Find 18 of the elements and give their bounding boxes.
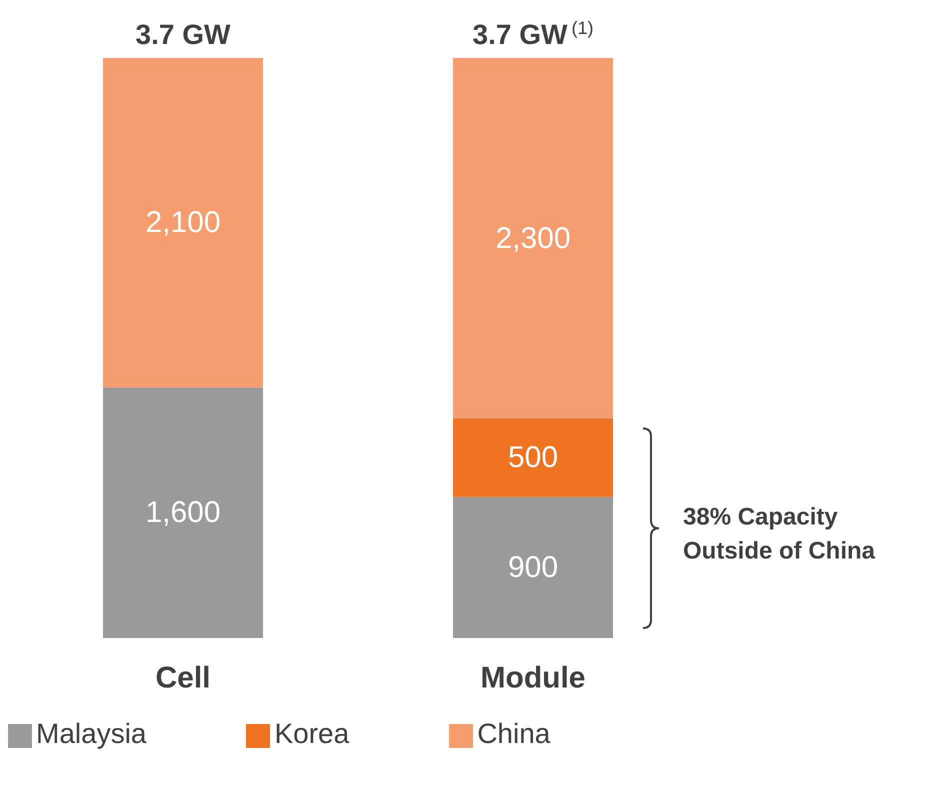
data-label: 900 xyxy=(508,550,558,584)
x-tick-label: Module xyxy=(480,661,586,694)
legend-label: China xyxy=(477,718,550,749)
data-label: 500 xyxy=(508,441,558,474)
legend-label: Malaysia xyxy=(36,718,146,749)
bar xyxy=(103,387,263,638)
annotation: 38% Capacity Outside of China xyxy=(683,503,876,564)
legend-label: Korea xyxy=(274,718,350,749)
bar xyxy=(103,58,263,388)
bar xyxy=(453,496,613,638)
annotation: 3.7 GW$^{(1)}$ xyxy=(472,18,594,50)
annotation: 3.7 GW xyxy=(136,19,232,50)
x-tick-label: Cell xyxy=(155,661,211,694)
bar xyxy=(453,418,613,497)
data-label: 1,600 xyxy=(145,496,221,530)
data-label: 2,100 xyxy=(145,206,221,240)
bar xyxy=(453,58,613,419)
data-label: 2,300 xyxy=(495,222,571,255)
